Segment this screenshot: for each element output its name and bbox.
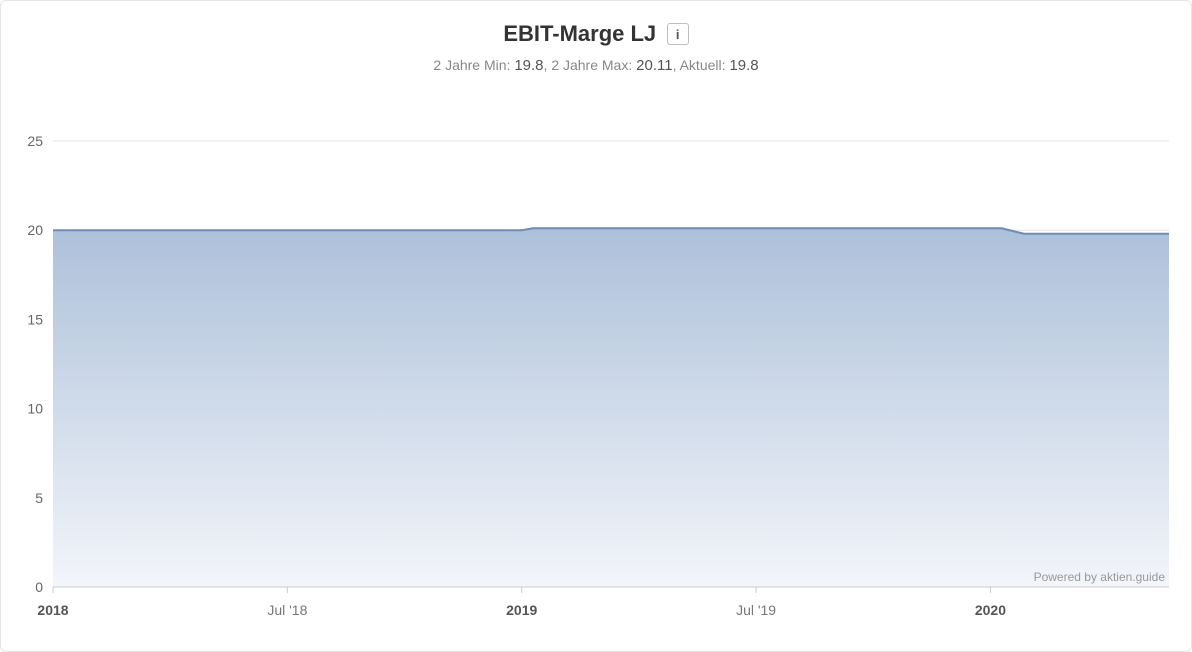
current-value: 19.8	[729, 57, 758, 74]
svg-text:0: 0	[35, 579, 43, 595]
title-row: EBIT-Marge LJ i	[1, 21, 1191, 47]
chart-card: EBIT-Marge LJ i 2 Jahre Min: 19.8, 2 Jah…	[0, 0, 1192, 652]
chart-title: EBIT-Marge LJ	[503, 21, 656, 47]
current-label: Aktuell:	[680, 57, 726, 73]
svg-text:20: 20	[27, 222, 43, 238]
sep2: ,	[673, 57, 680, 73]
svg-text:2018: 2018	[37, 602, 68, 618]
svg-text:2019: 2019	[506, 602, 537, 618]
min-value: 19.8	[514, 57, 543, 74]
min-label: 2 Jahre Min:	[433, 57, 510, 73]
info-icon[interactable]: i	[667, 23, 689, 45]
svg-text:Jul '18: Jul '18	[267, 602, 307, 618]
svg-text:2020: 2020	[975, 602, 1006, 618]
svg-text:15: 15	[27, 311, 43, 327]
max-value: 20.11	[636, 57, 672, 74]
svg-text:5: 5	[35, 490, 43, 506]
svg-text:10: 10	[27, 401, 43, 417]
chart-area: 0 5 10 15 20 25 2018 Jul '18 2019 Jul '19 2020 Powe…	[23, 111, 1179, 631]
chart-subtitle: 2 Jahre Min: 19.8, 2 Jahre Max: 20.11, A…	[1, 57, 1191, 74]
svg-text:Jul '19: Jul '19	[736, 602, 776, 618]
svg-text:Powered by aktien.guide: Powered by aktien.guide	[1034, 570, 1166, 584]
area-chart[interactable]: 0 5 10 15 20 25 2018 Jul '18 2019 Jul '19 2020 Powe…	[23, 111, 1179, 631]
max-label: 2 Jahre Max:	[551, 57, 632, 73]
svg-text:25: 25	[27, 133, 43, 149]
